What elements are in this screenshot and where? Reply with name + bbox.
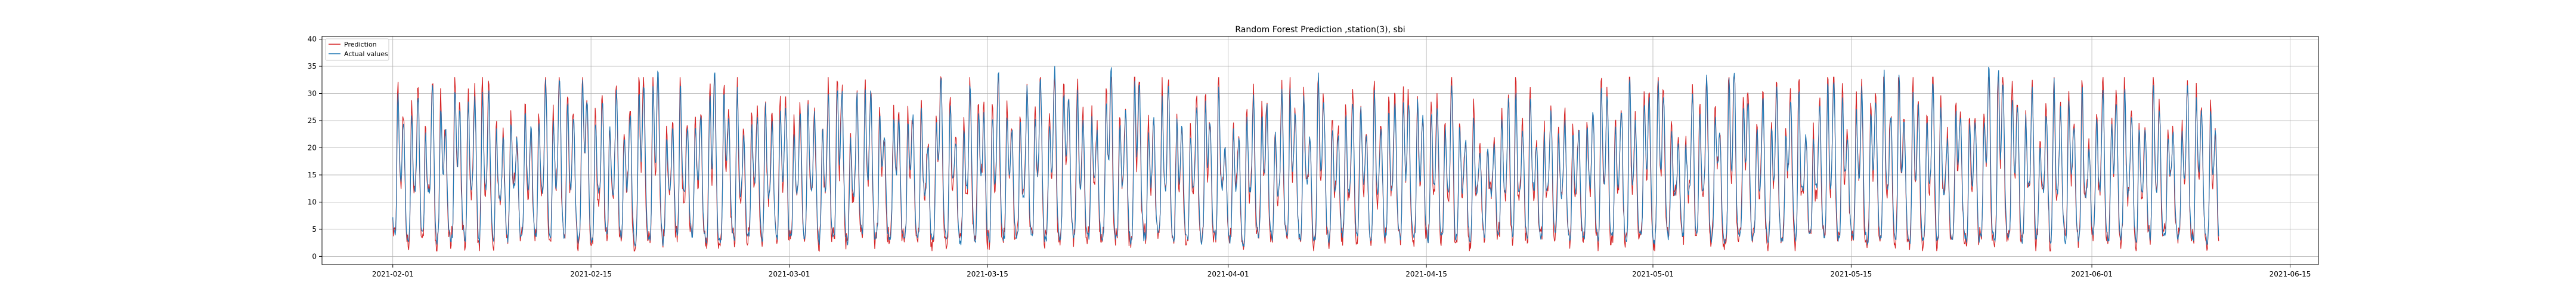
x-tick-label: 2021-06-15 (2270, 270, 2311, 278)
plot-area-frame (321, 36, 2319, 265)
y-tick-label: 40 (308, 35, 317, 44)
y-tick-label: 25 (308, 116, 317, 125)
legend-box (325, 38, 389, 61)
y-tick-label: 0 (312, 252, 317, 260)
x-tick-label: 2021-06-01 (2071, 270, 2113, 278)
y-tick-label: 10 (308, 198, 317, 206)
y-axis: 0 5 10 15 20 25 30 35 40 (308, 35, 322, 260)
x-tick-label: 2021-05-15 (1831, 270, 1872, 278)
legend-actual-label: Actual values (344, 50, 388, 58)
x-tick-label: 2021-05-01 (1632, 270, 1674, 278)
y-tick-label: 35 (308, 62, 317, 70)
y-tick-label: 5 (312, 225, 317, 234)
y-tick-label: 20 (308, 143, 317, 152)
legend: Prediction Actual values (325, 38, 389, 61)
x-tick-label: 2021-04-15 (1405, 270, 1447, 278)
y-tick-label: 30 (308, 90, 317, 98)
x-axis: 2021-02-01 2021-02-15 2021-03-01 2021-03-15… (372, 265, 2311, 278)
x-tick-label: 2021-03-01 (769, 270, 810, 278)
y-tick-label: 15 (308, 171, 317, 179)
x-tick-label: 2021-02-01 (372, 270, 414, 278)
series-layer (392, 66, 2219, 252)
x-tick-label: 2021-03-15 (967, 270, 1008, 278)
chart-title: Random Forest Prediction ,station(3), sb… (1235, 25, 1405, 35)
x-tick-label: 2021-04-01 (1208, 270, 1249, 278)
x-tick-label: 2021-02-15 (570, 270, 612, 278)
grid (322, 36, 2318, 265)
legend-prediction-label: Prediction (344, 41, 377, 48)
series-line-actual-values (392, 66, 2219, 248)
